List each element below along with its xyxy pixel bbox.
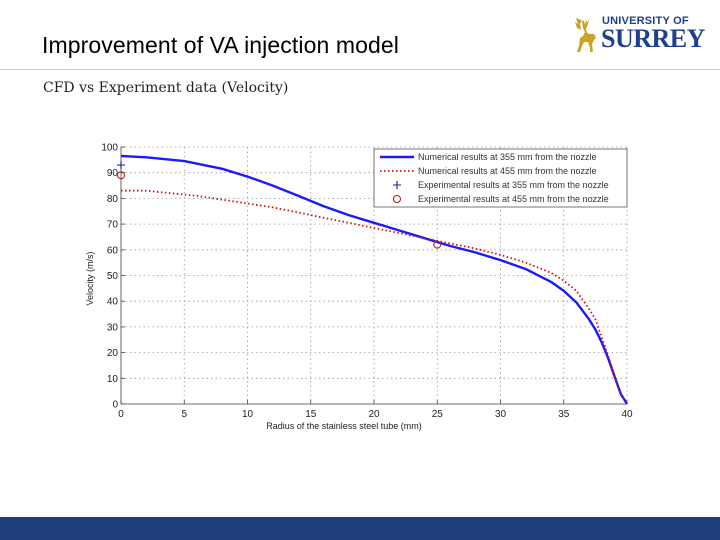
series-line-1 (120, 154, 629, 405)
slide-title: Improvement of VA injection model (42, 32, 399, 58)
y-tick-label: 80 (107, 194, 119, 205)
y-tick-label: 100 (101, 143, 118, 154)
legend-label: Experimental results at 455 mm from the … (418, 194, 609, 204)
x-axis-label: Radius of the stainless steel tube (mm) (266, 421, 422, 431)
legend-swatch-circle (392, 194, 402, 204)
y-tick-label: 10 (107, 374, 119, 385)
series (116, 154, 629, 405)
circle-point (116, 171, 126, 180)
legend-swatch-plus (393, 181, 401, 189)
x-tick-label: 10 (242, 409, 254, 420)
x-tick-label: 5 (181, 409, 187, 420)
logo-university-of: UNIVERSITY OF (602, 15, 689, 27)
stag-emblem-icon (575, 18, 596, 52)
y-tick-label: 30 (107, 322, 119, 333)
footer-bar (0, 517, 720, 540)
x-tick-label: 20 (368, 409, 380, 420)
legend-label: Numerical results at 355 mm from the noz… (418, 152, 597, 162)
slide-subtitle: CFD vs Experiment data (Velocity) (43, 80, 289, 96)
y-tick-label: 90 (107, 168, 119, 179)
x-tick-label: 35 (558, 409, 570, 420)
legend-label: Numerical results at 455 mm from the noz… (418, 166, 597, 176)
series-line-2 (121, 189, 628, 405)
x-tick-label: 15 (305, 409, 317, 420)
circle-point (433, 240, 442, 249)
y-tick-label: 50 (107, 271, 119, 282)
title-divider (0, 69, 720, 70)
university-logo: UNIVERSITY OF SURREY (570, 14, 705, 56)
x-tick-label: 30 (495, 409, 507, 420)
axes: 0 10 20 30 40 50 60 70 80 90 100 0 5 10 15 20 25 30 35 40 (101, 143, 633, 421)
plus-point (117, 160, 125, 169)
y-tick-label: 20 (107, 348, 119, 359)
y-tick-label: 40 (107, 297, 119, 308)
x-tick-label: 25 (432, 409, 444, 420)
y-tick-label: 70 (107, 220, 119, 231)
legend-box (373, 148, 628, 208)
legend-label: Experimental results at 355 mm from the … (418, 180, 609, 190)
y-tick-label: 60 (107, 245, 119, 256)
legend: Numerical results at 355 mm from the noz… (373, 148, 628, 208)
x-tick-label: 0 (118, 409, 124, 420)
y-axis-label: Velocity (m/s) (85, 251, 95, 305)
y-tick-label: 0 (112, 400, 118, 411)
logo-surrey: SURREY (601, 24, 705, 53)
x-tick-label: 40 (621, 409, 633, 420)
